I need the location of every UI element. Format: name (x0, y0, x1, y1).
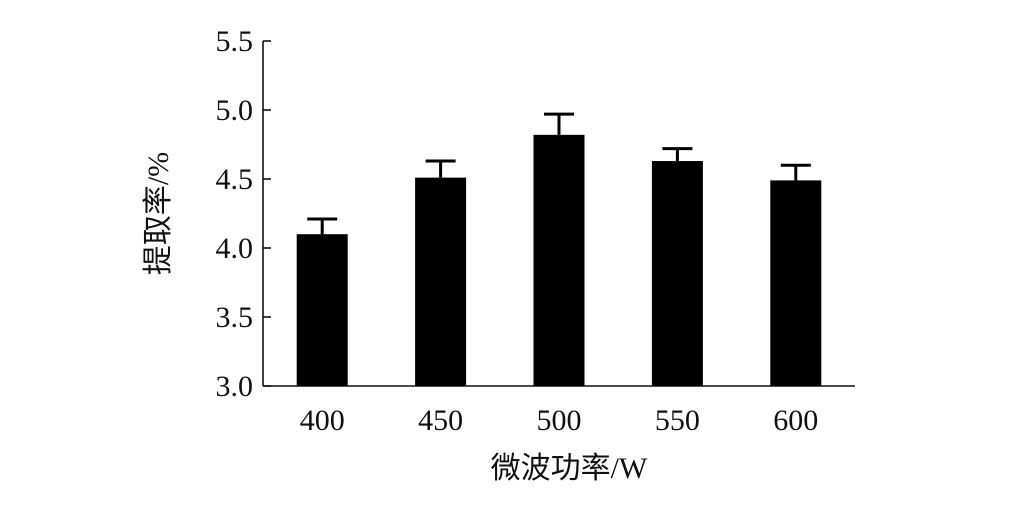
bar-600 (770, 180, 822, 386)
x-axis-title: 微波功率/W (491, 452, 648, 485)
y-tick-label: 5.5 (216, 25, 254, 58)
y-tick-label: 4.0 (216, 232, 254, 265)
x-tick-label: 550 (655, 404, 700, 437)
y-tick-label: 4.5 (216, 163, 254, 196)
bar-400 (296, 234, 348, 386)
x-tick-label: 600 (773, 404, 818, 437)
y-ticks: 3.0 3.5 4.0 4.5 5.0 5.5 (216, 25, 271, 403)
x-tick-label: 450 (418, 404, 463, 437)
bar-550 (651, 161, 703, 386)
y-tick-label: 3.5 (216, 301, 254, 334)
x-ticks: 400 450 500 550 600 (300, 379, 818, 437)
bar-500 (533, 134, 585, 386)
bar-450 (415, 177, 467, 386)
bars (296, 134, 822, 386)
y-tick-label: 5.0 (216, 94, 254, 127)
error-bars (307, 112, 811, 235)
y-axis-title: 提取率/% (142, 152, 175, 275)
x-tick-label: 400 (300, 404, 345, 437)
x-tick-label: 500 (537, 404, 582, 437)
y-tick-label: 3.0 (216, 370, 254, 403)
